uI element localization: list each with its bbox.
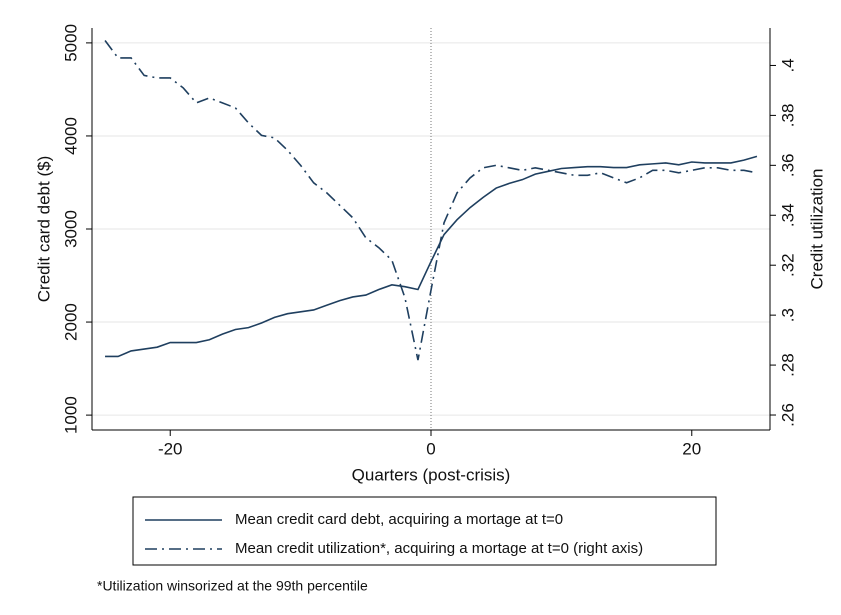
y2-tick-label: .38: [778, 104, 797, 128]
y2-tick-label: .32: [778, 253, 797, 277]
y2-axis-label: Credit utilization: [807, 169, 826, 290]
legend-label: Mean credit utilization*, acquiring a mo…: [235, 540, 643, 557]
series-line: [105, 155, 758, 358]
note: *Utilization winsorized at the 99th perc…: [97, 578, 368, 594]
y-tick-label: 3000: [61, 210, 80, 248]
series-line: [104, 40, 758, 361]
y2-tick-label: .26: [778, 403, 797, 427]
legend-box: [132, 496, 717, 566]
y-tick-label: 4000: [61, 117, 80, 155]
legend-label: Mean credit card debt, acquiring a morta…: [235, 511, 563, 528]
y-axis-label: Credit card debt ($): [34, 156, 53, 302]
x-axis-label: Quarters (post-crisis): [352, 465, 511, 484]
y2-tick-label: .28: [778, 353, 797, 377]
y-tick-label: 5000: [61, 24, 80, 62]
y-tick-label: 1000: [61, 396, 80, 434]
y2-tick-label: .3: [778, 308, 797, 322]
x-tick-label: 20: [682, 439, 701, 458]
x-tick-label: 0: [426, 439, 435, 458]
y2-tick-label: .4: [778, 58, 797, 72]
y2-tick-label: .36: [778, 154, 797, 178]
y2-tick-label: .34: [778, 203, 797, 227]
x-tick-label: -20: [158, 439, 183, 458]
y-tick-label: 2000: [61, 303, 80, 341]
